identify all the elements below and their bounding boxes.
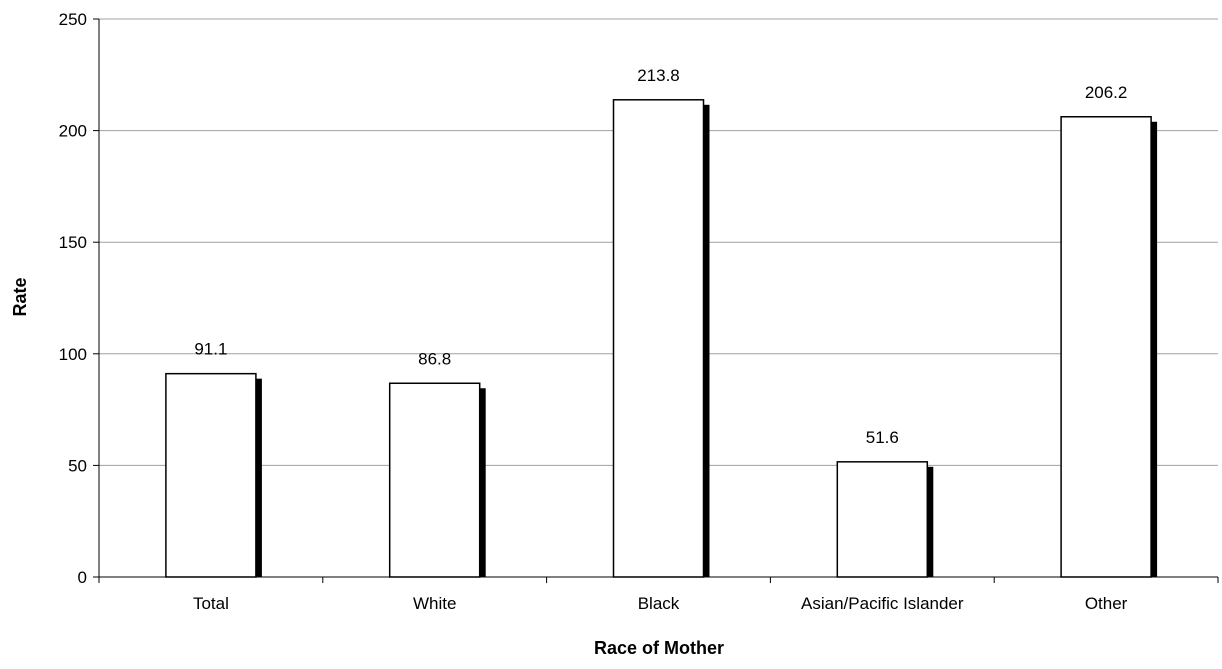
y-tick-label: 200 bbox=[59, 122, 87, 141]
bar bbox=[388, 382, 481, 578]
x-axis-title: Race of Mother bbox=[594, 638, 724, 658]
bars bbox=[165, 99, 1158, 578]
data-label: 51.6 bbox=[866, 428, 899, 447]
data-label: 213.8 bbox=[637, 66, 680, 85]
x-tick-label: Total bbox=[193, 594, 229, 613]
y-tick-label: 0 bbox=[78, 568, 87, 587]
x-tick-label: Black bbox=[638, 594, 680, 613]
x-tick-label: Other bbox=[1085, 594, 1128, 613]
data-label: 91.1 bbox=[194, 340, 227, 359]
bar-shadow bbox=[255, 378, 262, 577]
bar bbox=[165, 372, 257, 578]
bar bbox=[836, 461, 929, 578]
y-axis-title: Rate bbox=[10, 277, 30, 316]
bar bbox=[612, 99, 705, 578]
y-tick-label: 50 bbox=[68, 456, 87, 475]
y-tick-label: 250 bbox=[59, 10, 87, 29]
data-label: 206.2 bbox=[1085, 83, 1128, 102]
x-tick-label: White bbox=[413, 594, 456, 613]
bar-shadow bbox=[479, 388, 486, 577]
data-label: 86.8 bbox=[418, 349, 451, 368]
bar-shadow bbox=[703, 104, 710, 577]
labels: 91.1 Total 86.8 White 213.8 Black 51.6 Asian/Pa… bbox=[193, 66, 1128, 613]
bar bbox=[1060, 116, 1152, 578]
x-tick-label: Asian/Pacific Islander bbox=[801, 594, 964, 613]
bar-shadow bbox=[1151, 121, 1158, 577]
y-tick-label: 100 bbox=[59, 345, 87, 364]
y-tick-label: 150 bbox=[59, 233, 87, 252]
axes: 0 50 100 150 200 250 bbox=[59, 10, 1219, 587]
bar-shadow bbox=[927, 466, 934, 577]
